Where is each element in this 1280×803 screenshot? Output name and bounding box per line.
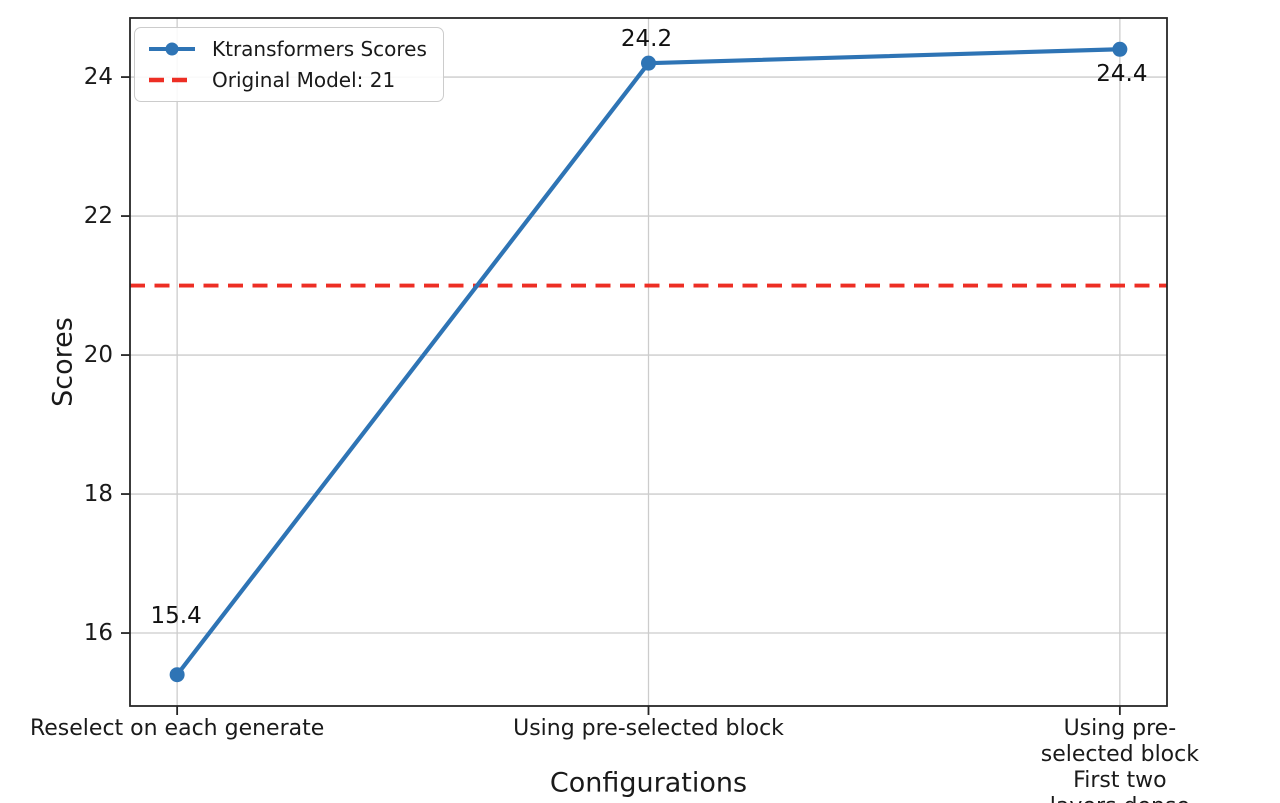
legend-label: Original Model: 21 — [212, 68, 396, 92]
line-marker-icon — [149, 42, 195, 56]
y-tick-label: 22 — [83, 203, 113, 230]
y-tick-label: 18 — [83, 481, 113, 508]
data-point-label: 15.4 — [150, 602, 202, 629]
legend-entry-reference: Original Model: 21 — [147, 68, 427, 92]
x-axis-label: Configurations — [549, 767, 748, 799]
x-tick-label: Using pre-selected block — [513, 716, 784, 741]
y-tick-label: 20 — [83, 342, 113, 369]
legend-entry-series: Ktransformers Scores — [147, 37, 427, 61]
data-point-label: 24.2 — [620, 26, 673, 53]
x-tick-label: Using pre-selected block First two layer… — [1040, 716, 1199, 803]
y-axis-label: Scores — [47, 317, 79, 407]
x-tick-label: Reselect on each generate — [29, 716, 325, 741]
y-tick-label: 16 — [83, 620, 113, 647]
legend: Ktransformers Scores Original Model: 21 — [134, 27, 444, 102]
dashed-line-icon — [149, 77, 195, 83]
data-point-label: 24.4 — [1096, 61, 1148, 88]
y-tick-label: 24 — [83, 64, 113, 91]
legend-label: Ktransformers Scores — [212, 37, 427, 61]
